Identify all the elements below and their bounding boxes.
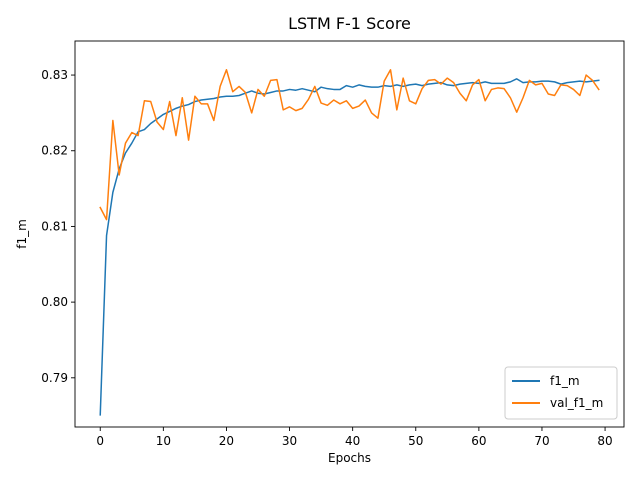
- y-tick-label: 0.80: [41, 295, 68, 309]
- x-tick-label: 40: [345, 434, 360, 448]
- plot-frame: [74, 40, 625, 428]
- x-tick-label: 60: [471, 434, 486, 448]
- y-axis: 0.79 0.80 0.81 0.82 0.83: [41, 68, 75, 385]
- y-axis-label: f1_m: [15, 219, 29, 249]
- chart-title: LSTM F-1 Score: [288, 14, 411, 33]
- legend-label-val-f1-m: val_f1_m: [550, 396, 603, 410]
- plot-area: [74, 40, 625, 428]
- series-layer: [99, 69, 600, 416]
- x-tick-label: 30: [282, 434, 297, 448]
- y-tick-label: 0.79: [41, 371, 68, 385]
- x-tick-label: 20: [219, 434, 234, 448]
- y-tick-label: 0.83: [41, 68, 68, 82]
- legend: f1_m val_f1_m: [504, 366, 618, 420]
- x-tick-label: 10: [156, 434, 171, 448]
- series-line-val-f1-m: [99, 69, 600, 221]
- x-tick-label: 50: [408, 434, 423, 448]
- y-tick-label: 0.81: [41, 219, 68, 233]
- y-tick-label: 0.82: [41, 144, 68, 158]
- x-axis: 0 10 20 30 40 50 60 70 80: [96, 427, 613, 448]
- x-tick-label: 80: [597, 434, 612, 448]
- x-axis-label: Epochs: [328, 451, 371, 465]
- legend-label-f1-m: f1_m: [550, 374, 580, 388]
- x-tick-label: 0: [96, 434, 104, 448]
- x-tick-label: 70: [534, 434, 549, 448]
